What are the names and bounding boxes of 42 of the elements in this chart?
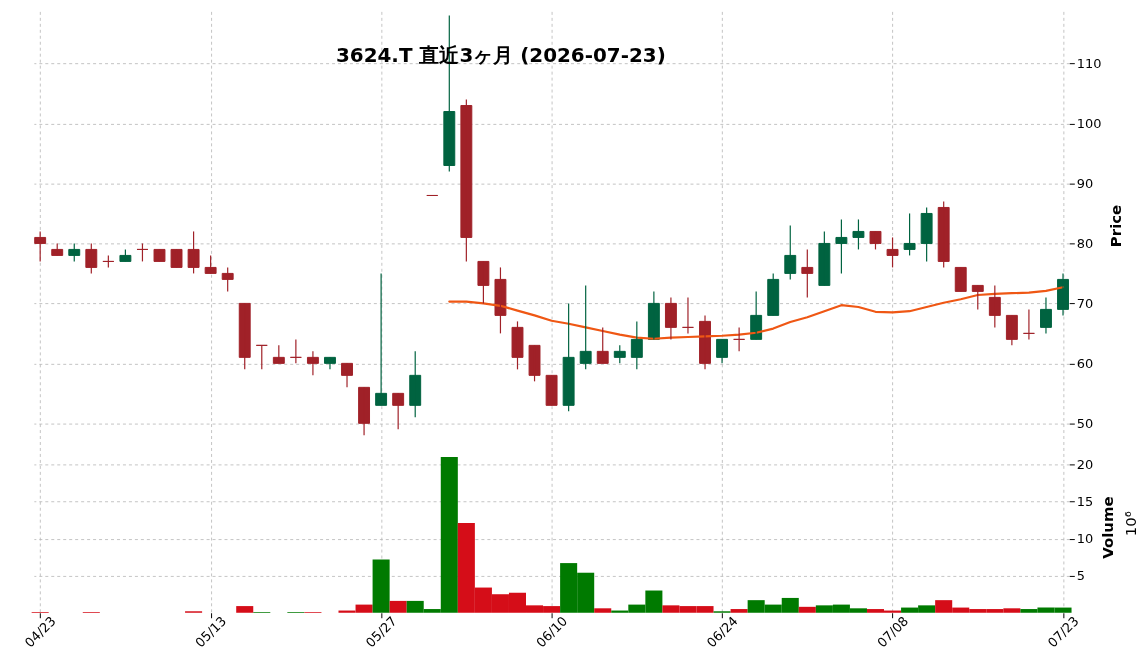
candlestick	[289, 338, 302, 364]
bar	[730, 609, 748, 613]
candlestick	[238, 302, 251, 370]
bar	[389, 600, 407, 613]
candlestick	[1022, 308, 1035, 340]
y-tick-label: 5	[1076, 568, 1086, 584]
candlestick	[255, 344, 268, 370]
candlestick	[85, 242, 98, 275]
candlestick	[988, 284, 1001, 328]
candlestick	[682, 296, 694, 334]
candlestick	[579, 284, 592, 370]
candlestick	[562, 302, 575, 412]
y-tick-label: 60	[1076, 355, 1094, 371]
candlestick	[971, 284, 984, 310]
y-tick-label: 10	[1076, 531, 1094, 547]
y-axis-title: Volume	[1099, 496, 1118, 559]
bar	[594, 608, 612, 613]
candlestick	[630, 320, 643, 370]
bar	[372, 559, 390, 613]
candlestick	[34, 230, 47, 263]
candlestick	[477, 260, 490, 304]
bar	[798, 606, 816, 613]
candlestick	[221, 266, 234, 293]
bar	[236, 606, 254, 613]
candlestick	[818, 230, 831, 287]
candlestick	[954, 266, 967, 293]
candlestick	[494, 266, 507, 334]
y-tick-label: 50	[1076, 415, 1094, 431]
candlestick	[392, 392, 405, 430]
candlestick	[511, 320, 524, 370]
candlestick	[733, 326, 746, 352]
candlestick	[187, 230, 200, 275]
candlestick	[409, 350, 422, 418]
candlestick	[596, 326, 609, 364]
y-tick-label: 20	[1076, 456, 1094, 472]
candlestick	[545, 374, 558, 406]
text: 10⁶	[1122, 511, 1141, 537]
y-tick-label: 15	[1076, 494, 1094, 510]
candlestick	[528, 344, 541, 382]
candlestick	[801, 248, 814, 298]
candlestick	[767, 272, 780, 316]
y-tick-label: 70	[1076, 295, 1094, 311]
